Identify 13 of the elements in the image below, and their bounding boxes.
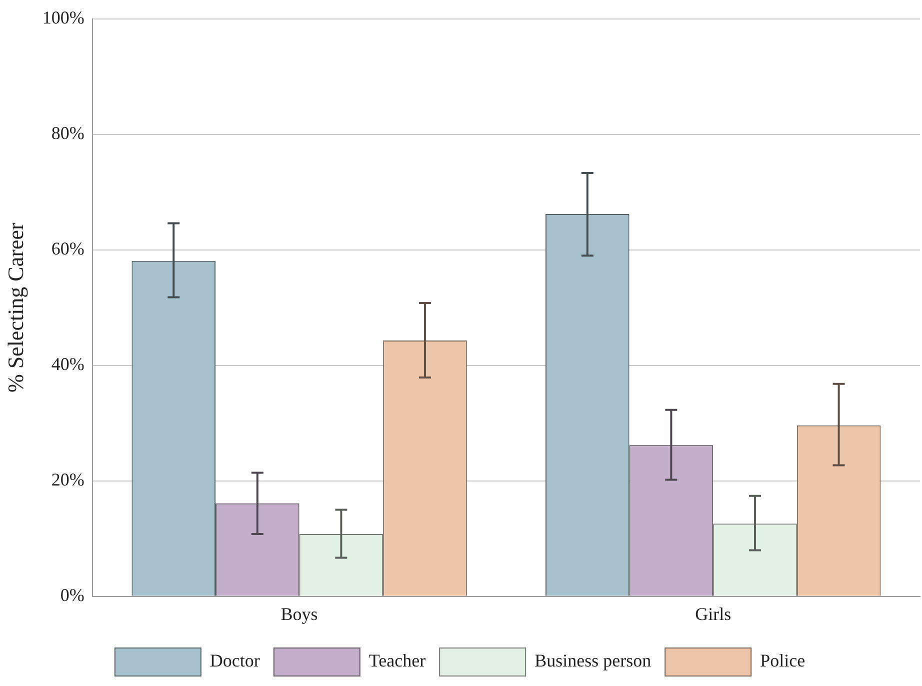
- y-tick-label: 40%: [51, 354, 84, 374]
- legend-label: Police: [760, 650, 806, 671]
- legend-label: Teacher: [368, 650, 426, 671]
- legend-label: Doctor: [210, 650, 260, 671]
- y-tick-label: 60%: [51, 238, 84, 259]
- y-tick-label: 80%: [51, 123, 84, 144]
- y-tick-label: 20%: [51, 470, 84, 490]
- y-tick-label: 0%: [60, 585, 84, 606]
- y-axis-title: % Selecting Career: [2, 222, 28, 393]
- x-tick-label: Girls: [695, 604, 732, 624]
- y-tick-label: 100%: [42, 8, 84, 28]
- legend-label: Business person: [534, 650, 652, 671]
- x-tick-label: Boys: [280, 604, 318, 624]
